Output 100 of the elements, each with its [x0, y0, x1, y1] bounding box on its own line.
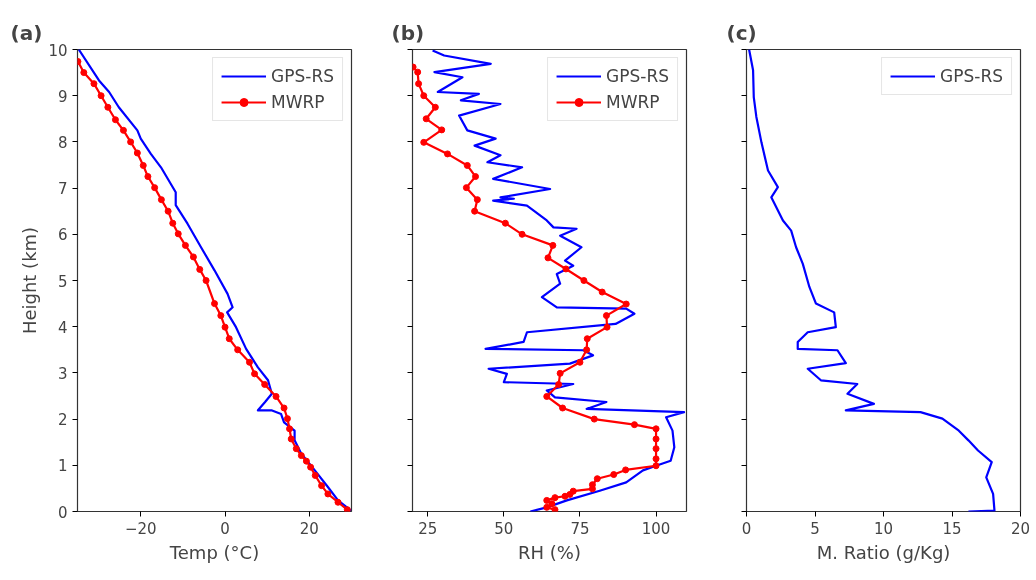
point: [652, 455, 660, 463]
point: [549, 241, 557, 249]
point: [551, 506, 559, 512]
point: [431, 103, 439, 111]
point: [518, 230, 526, 238]
point: [622, 466, 630, 474]
point: [555, 380, 563, 388]
point: [307, 463, 315, 471]
chart-title: (b): [391, 20, 425, 45]
point: [610, 471, 618, 479]
y-tick-label: 2: [57, 411, 68, 430]
legend-label: GPS-RS: [271, 66, 334, 86]
x-tick-label: 0: [741, 519, 752, 538]
y-axis-title: Height (km): [19, 226, 41, 335]
point: [104, 103, 112, 111]
point: [463, 161, 471, 169]
y-tick-label: 0: [57, 503, 68, 522]
point: [438, 126, 446, 134]
point: [90, 80, 98, 88]
point: [297, 452, 305, 460]
point: [548, 500, 556, 508]
point: [471, 207, 479, 215]
point: [652, 425, 660, 433]
point: [234, 346, 242, 354]
point: [652, 435, 660, 443]
x-tick-label: −20: [124, 519, 157, 538]
point: [501, 219, 509, 227]
x-tick-label: 10: [873, 519, 894, 538]
point: [286, 425, 294, 433]
point: [652, 445, 660, 453]
point: [292, 445, 300, 453]
point: [151, 184, 159, 192]
point: [559, 404, 567, 412]
point: [556, 369, 564, 377]
point: [551, 494, 559, 502]
point: [343, 506, 351, 512]
point: [189, 253, 197, 261]
point: [561, 492, 569, 500]
point: [603, 323, 611, 331]
point: [181, 241, 189, 249]
point: [144, 173, 152, 181]
point: [164, 207, 172, 215]
x-tick-label: 75: [570, 519, 590, 538]
point: [119, 126, 127, 134]
point: [302, 457, 310, 465]
point: [111, 116, 119, 124]
x-tick-label: 5: [810, 519, 820, 538]
legend-label: GPS-RS: [940, 66, 1003, 86]
point: [630, 421, 638, 429]
legend-label: MWRP: [271, 92, 325, 112]
point: [422, 115, 430, 123]
point: [473, 196, 481, 204]
point: [97, 92, 105, 100]
point: [169, 219, 177, 227]
point: [576, 358, 584, 366]
x-axis-title: M. Ratio (g/Kg): [816, 541, 951, 563]
legend-label: GPS-RS: [606, 66, 669, 86]
point: [544, 254, 552, 262]
point: [221, 323, 229, 331]
point: [583, 346, 591, 354]
x-tick-label: 20: [299, 519, 319, 538]
x-tick-label: 0: [220, 519, 230, 538]
y-tick-label: 3: [57, 364, 68, 383]
point: [196, 265, 204, 273]
x-tick-label: 25: [418, 519, 438, 538]
point: [622, 300, 630, 308]
y-tick-label: 8: [57, 133, 68, 152]
point: [311, 471, 319, 479]
point: [80, 69, 88, 77]
point: [217, 312, 225, 320]
chart-title: (a): [10, 20, 43, 45]
point: [420, 138, 428, 146]
x-axis-title: RH (%): [518, 541, 581, 563]
point: [420, 92, 428, 100]
point: [280, 404, 288, 412]
point: [202, 277, 210, 284]
point: [652, 462, 660, 470]
point: [590, 415, 598, 423]
point: [415, 80, 423, 88]
point: [593, 475, 601, 483]
point: [580, 277, 588, 284]
point: [598, 288, 606, 296]
point: [318, 482, 326, 490]
x-axis-title: Temp (°C): [168, 541, 260, 563]
point: [414, 68, 422, 76]
point: [543, 503, 551, 511]
point: [251, 370, 259, 378]
point: [283, 415, 291, 423]
y-tick-label: 9: [57, 87, 68, 106]
y-tick-label: 4: [57, 318, 68, 337]
point: [462, 184, 470, 192]
point: [472, 173, 480, 181]
point: [261, 380, 269, 388]
point: [157, 196, 165, 204]
x-tick-label: 50: [494, 519, 514, 538]
legend-label: MWRP: [606, 92, 660, 112]
point: [245, 358, 253, 366]
point: [334, 498, 342, 506]
point: [602, 312, 610, 320]
point: [287, 435, 295, 443]
